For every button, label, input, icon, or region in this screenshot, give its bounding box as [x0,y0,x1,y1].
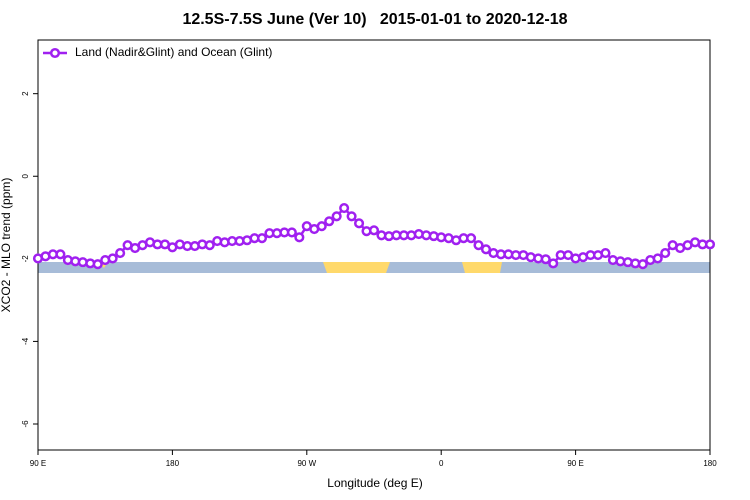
data-point [466,233,477,244]
chart-title: 12.5S-7.5S June (Ver 10) 2015-01-01 to 2… [182,11,567,28]
data-point [204,240,215,251]
data-point [256,233,268,244]
data-point [331,211,342,222]
y-tick-label: -2 [21,255,30,263]
data-point [660,248,671,259]
legend-label: Land (Nadir&Glint) and Ocean (Glint) [75,45,272,59]
land-patch [323,262,390,273]
x-tick-label: 90 E [567,459,583,468]
data-point [548,258,559,269]
data-point [316,221,327,232]
x-tick-label: 0 [439,459,444,468]
land-ocean-strip [38,262,710,273]
x-tick-label: 90 E [30,459,46,468]
x-axis-label: Longitude (deg E) [327,476,422,490]
data-point [346,211,357,222]
data-point [286,227,297,238]
data-point [652,253,663,264]
data-point [339,202,350,214]
data-point [294,232,305,243]
data-point [480,244,492,255]
y-tick-label: -6 [21,420,30,428]
data-point [55,249,66,260]
y-tick-label: 0 [21,173,30,178]
data-point [704,239,716,250]
data-point [354,218,365,229]
data-point [473,240,484,251]
data-point [115,248,126,259]
data-point [540,254,551,265]
data-point [368,225,380,236]
x-tick-label: 180 [703,459,717,468]
y-tick-label: -4 [21,337,30,345]
x-tick-label: 180 [166,459,180,468]
data-point [92,259,103,270]
y-axis-label: XCO2 - MLO trend (ppm) [0,178,13,313]
x-tick-label: 90 W [297,459,316,468]
data-point [324,216,335,227]
data-point [107,253,118,264]
land-patch [462,262,502,273]
legend-marker [49,47,61,59]
data-point [637,259,648,270]
data-point [600,248,611,259]
y-tick-label: 2 [21,91,30,96]
